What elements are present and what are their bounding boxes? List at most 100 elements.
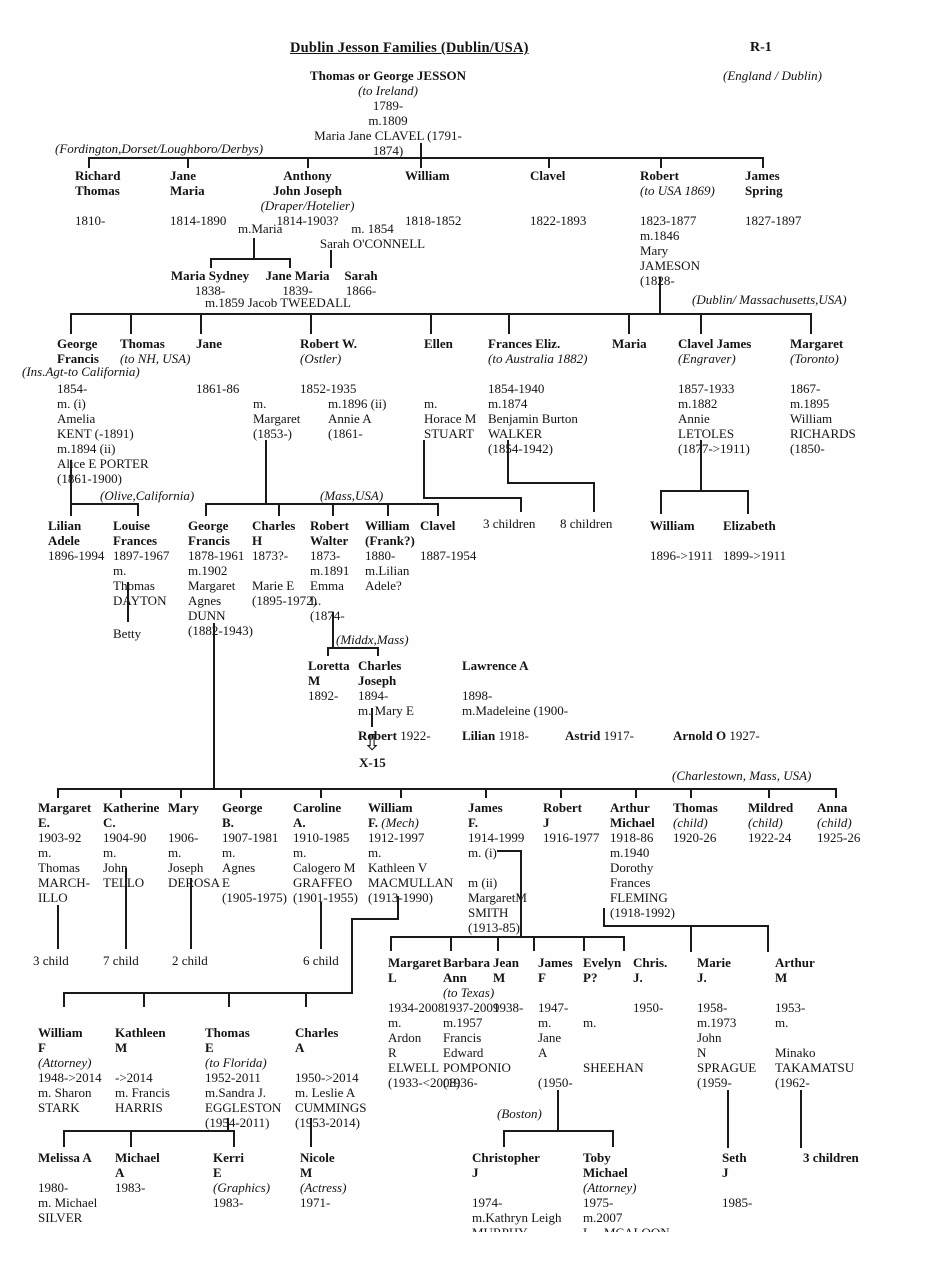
connector-line <box>187 157 189 168</box>
name: Arthur M <box>775 955 815 985</box>
name: Lawrence A <box>462 658 529 673</box>
name: William F <box>38 1025 83 1055</box>
origin-note: (England / Dublin) <box>723 68 822 83</box>
page-bottom-cut <box>0 1232 931 1280</box>
connector-line <box>70 460 72 505</box>
connector-line <box>762 157 764 168</box>
connector-line <box>497 850 522 852</box>
person-seth-j: Seth J 1985- <box>722 1150 752 1210</box>
details: 1814-1903? <box>276 213 339 228</box>
name: Margaret E. <box>38 800 92 830</box>
person-anna-child: Anna (child) 1925-26 <box>817 800 860 845</box>
details: 1823-1877 m.1846 Mary JAMESON (1828- <box>640 213 700 288</box>
connector-line <box>253 238 255 259</box>
details: 1922- <box>397 728 431 743</box>
connector-line <box>120 788 122 798</box>
details: 1914-1999 m. (i) m (ii) MargaretM SMITH … <box>468 830 527 935</box>
connector-line <box>63 992 353 994</box>
name: Clavel <box>530 168 566 183</box>
details: 1894- m. Mary E <box>358 688 414 718</box>
name: Michael A <box>115 1150 160 1180</box>
person-clavel-1887: Clavel 1887-1954 <box>420 518 476 563</box>
name: Margaret L <box>388 955 442 985</box>
name: Elizabeth <box>723 518 776 533</box>
person-william-frank: William (Frank?) 1880- m.Lilian Adele? <box>365 518 415 593</box>
connector-line <box>835 788 837 798</box>
region-olive-california: (Olive,California) <box>100 488 195 503</box>
note: (to Australia 1882) <box>488 351 588 366</box>
person-lilian-adele: Lilian Adele 1896-1994 <box>48 518 104 563</box>
connector-line <box>390 936 625 938</box>
details: 1898- m.Madeleine (1900- <box>462 688 569 718</box>
connector-line <box>520 497 522 512</box>
details: 1839- <box>282 283 313 298</box>
name: George Francis <box>188 518 230 548</box>
connector-line <box>332 503 334 516</box>
person-frances-eliz: Frances Eliz. (to Australia 1882) 1854-1… <box>488 336 587 456</box>
person-melissa-a: Melissa A 1980- m. Michael SILVER <box>38 1150 97 1225</box>
connector-line <box>63 992 65 1007</box>
person-margaret-toronto: Margaret (Toronto) 1867- m.1895 William … <box>790 336 856 456</box>
connector-line <box>210 258 212 268</box>
region-charlestown: (Charlestown, Mass, USA) <box>672 768 812 783</box>
name: Sarah <box>344 268 378 283</box>
connector-line <box>70 313 72 334</box>
note: (child) <box>817 815 852 830</box>
person-sarah-1866: Sarah 1866- <box>330 268 392 298</box>
note: (Engraver) <box>678 351 736 366</box>
connector-line <box>70 503 72 516</box>
details: m. SHEEHAN <box>583 1015 644 1075</box>
person-katherine-c: Katherine C. 1904-90 m. John TELLO <box>103 800 159 890</box>
person-barbara-ann: Barbara Ann (to Texas) 1937-2009 m.1957 … <box>443 955 511 1090</box>
label-3-child: 3 child <box>33 953 69 968</box>
person-arthur-m: Arthur M 1953- m. Minako TAKAMATSU (1962… <box>775 955 854 1090</box>
person-george-francis-1854: George Francis 1854- m. (i) Amelia KENT … <box>57 336 149 486</box>
details: m. Horace M STUART <box>424 396 477 441</box>
details: 1907-1981 m. Agnes E (1905-1975) <box>222 830 287 905</box>
person-elizabeth-1899: Elizabeth 1899->1911 <box>723 518 786 563</box>
note: (Actress) <box>300 1180 347 1195</box>
details: 1948->2014 m. Sharon STARK <box>38 1070 102 1115</box>
connector-line <box>70 313 812 315</box>
connector-line <box>320 788 322 798</box>
connector-line <box>690 788 692 798</box>
person-william-1818: William 1818-1852 <box>405 168 461 228</box>
connector-line <box>205 503 439 505</box>
connector-line <box>351 918 353 994</box>
connector-line <box>130 1130 132 1147</box>
connector-line <box>635 788 637 798</box>
person-william-f-mech: William F. (Mech) 1912-1997 m. Kathleen … <box>368 800 453 905</box>
person-margaret-e: Margaret E. 1903-92 m. Thomas MARCH- ILL… <box>38 800 91 905</box>
connector-line <box>310 1118 312 1147</box>
person-evelyn-p: Evelyn P? m. SHEEHAN <box>583 955 644 1075</box>
connector-line <box>265 440 267 505</box>
connector-line <box>420 143 422 157</box>
connector-line <box>660 157 662 168</box>
name: James F. <box>468 800 503 830</box>
person-clavel-james: Clavel James (Engraver) 1857-1933 m.1882… <box>678 336 751 456</box>
details: 1985- <box>722 1195 753 1210</box>
person-jane-maria: Jane Maria 1814-1890 <box>170 168 226 228</box>
connector-line <box>497 936 499 951</box>
note: (to NH, USA) <box>120 351 191 366</box>
details: 1922-24 <box>748 830 792 845</box>
person-james-f-1947: James F 1947- m. Jane A (1950- <box>538 955 573 1090</box>
name: Clavel <box>420 518 456 533</box>
connector-line <box>330 250 332 268</box>
connector-line <box>227 1118 229 1132</box>
note: (Graphics) <box>213 1180 271 1195</box>
connector-line <box>503 1130 505 1147</box>
connector-line <box>210 258 291 260</box>
person-betty: Betty <box>113 626 142 641</box>
connector-line <box>397 896 399 920</box>
connector-line <box>507 440 509 484</box>
name: Jean M <box>493 955 519 985</box>
note: (Draper/Hotelier) <box>260 198 355 213</box>
connector-line <box>768 788 770 798</box>
connector-line <box>63 1130 65 1147</box>
name: Arnold O <box>673 728 727 743</box>
connector-line <box>213 623 215 788</box>
note: (Ostler) <box>300 351 342 366</box>
details: 1896->1911 <box>650 548 714 563</box>
connector-line <box>310 313 312 334</box>
